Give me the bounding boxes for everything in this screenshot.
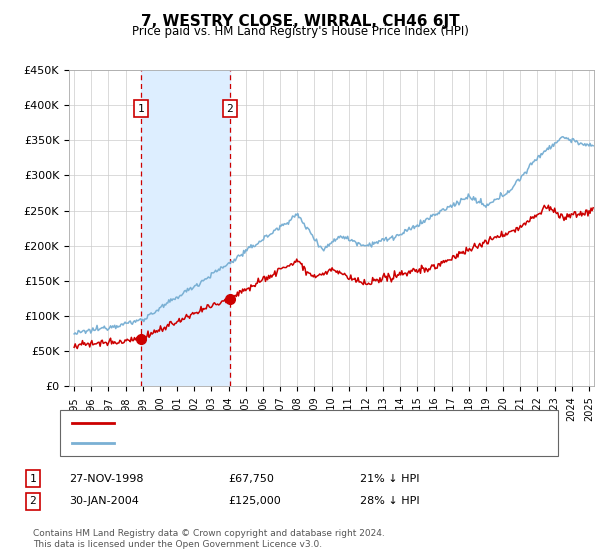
Text: 28% ↓ HPI: 28% ↓ HPI [360, 496, 419, 506]
Text: 1: 1 [137, 104, 145, 114]
Text: Contains HM Land Registry data © Crown copyright and database right 2024.
This d: Contains HM Land Registry data © Crown c… [33, 529, 385, 549]
Text: 21% ↓ HPI: 21% ↓ HPI [360, 474, 419, 484]
Text: 7, WESTRY CLOSE, WIRRAL, CH46 6JT (detached house): 7, WESTRY CLOSE, WIRRAL, CH46 6JT (detac… [123, 418, 412, 428]
Bar [141, 70, 230, 386]
Text: 30-JAN-2004: 30-JAN-2004 [69, 496, 139, 506]
Text: £67,750: £67,750 [228, 474, 274, 484]
Text: 27-NOV-1998: 27-NOV-1998 [69, 474, 143, 484]
Text: 7, WESTRY CLOSE, WIRRAL, CH46 6JT: 7, WESTRY CLOSE, WIRRAL, CH46 6JT [140, 14, 460, 29]
Text: Price paid vs. HM Land Registry's House Price Index (HPI): Price paid vs. HM Land Registry's House … [131, 25, 469, 38]
Text: 2: 2 [29, 496, 37, 506]
Text: HPI: Average price, detached house, Wirral: HPI: Average price, detached house, Wirr… [123, 438, 347, 449]
Text: £125,000: £125,000 [228, 496, 281, 506]
Text: 1: 1 [29, 474, 37, 484]
Text: 2: 2 [227, 104, 233, 114]
